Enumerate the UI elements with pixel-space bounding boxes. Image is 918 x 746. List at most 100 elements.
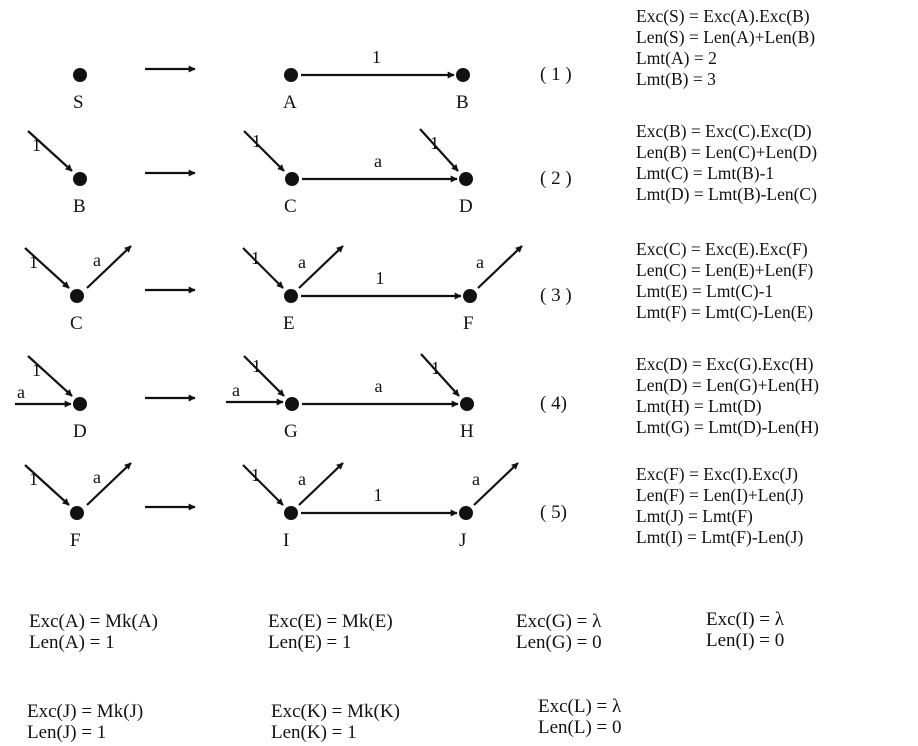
equation-line: Lmt(B) = 3 [636, 69, 716, 89]
rhs-left-side-label: a [232, 380, 240, 400]
lhs-incoming-edge [27, 355, 73, 397]
equation-line: Lmt(C) = Lmt(B)-1 [636, 163, 774, 183]
equation-line: Lmt(J) = Lmt(F) [636, 506, 753, 526]
rhs-right-label: D [459, 196, 473, 217]
base-case-line: Exc(A) = Mk(A) [29, 611, 158, 632]
rhs-right-label: H [460, 421, 474, 442]
rule-5: F 1 a I 1 a 1 Ja ( 5) [24, 462, 567, 551]
lhs-node [70, 289, 84, 303]
rhs-left-label: G [284, 421, 298, 442]
lhs-incoming-label: 1 [29, 252, 38, 272]
equation-line: Lmt(A) = 2 [636, 48, 717, 68]
base-case-line: Exc(L) = λ [538, 696, 622, 717]
rhs-right-label: B [456, 92, 469, 113]
rhs-right-node [459, 506, 473, 520]
equation-line: Len(S) = Len(A)+Len(B) [636, 27, 815, 47]
equation-line: Len(C) = Len(E)+Len(F) [636, 260, 813, 280]
base-case-line: Exc(K) = Mk(K) [271, 701, 400, 722]
equation-line: Exc(C) = Exc(E).Exc(F) [636, 239, 808, 259]
lhs-outgoing-edge [86, 462, 132, 506]
rhs-left-label: I [283, 530, 289, 551]
rhs-right-label: J [459, 530, 466, 551]
lhs-incoming-label: 1 [32, 360, 41, 380]
equation-line: Exc(F) = Exc(I).Exc(J) [636, 464, 798, 484]
rhs-connecting-label: 1 [374, 485, 383, 505]
rhs-right-incoming-label: 1 [430, 133, 439, 153]
rhs-left-outgoing-edge [298, 462, 344, 506]
base-case-line: Len(E) = 1 [268, 632, 352, 653]
equation-line: Len(B) = Len(C)+Len(D) [636, 142, 817, 162]
lhs-outgoing-label: a [93, 250, 101, 270]
equation-line: Exc(B) = Exc(C).Exc(D) [636, 121, 812, 141]
base-case-1: Exc(A) = Mk(A)Len(A) = 1 [29, 611, 158, 653]
lhs-incoming-label: 1 [29, 469, 38, 489]
rhs-right-node [463, 289, 477, 303]
rhs-right-incoming-edge [420, 353, 460, 397]
rhs-left-node [284, 68, 298, 82]
rhs-left-outgoing-edge [298, 245, 344, 289]
equation-block-4: Exc(D) = Exc(G).Exc(H)Len(D) = Len(G)+Le… [636, 354, 819, 437]
base-case-6: Exc(K) = Mk(K)Len(K) = 1 [271, 701, 400, 743]
lhs-node-label: F [70, 530, 81, 551]
rhs-right-incoming-edge [419, 128, 459, 172]
rhs-right-incoming-label: 1 [431, 358, 440, 378]
rhs-left-label: A [283, 92, 297, 113]
rhs-right-label: F [463, 313, 474, 334]
equation-line: Lmt(G) = Lmt(D)-Len(H) [636, 417, 819, 437]
lhs-side-label: a [17, 382, 25, 402]
lhs-node [70, 506, 84, 520]
rhs-right-node [456, 68, 470, 82]
base-case-line: Len(J) = 1 [27, 722, 106, 743]
rhs-left-incoming-label: 1 [252, 131, 261, 151]
rhs-connecting-label: 1 [372, 47, 381, 67]
rhs-right-node [459, 172, 473, 186]
rhs-connecting-label: a [375, 376, 383, 396]
rhs-left-outgoing-label: a [298, 252, 306, 272]
lhs-incoming-edge [27, 130, 73, 172]
rhs-right-node [460, 397, 474, 411]
base-case-2: Exc(E) = Mk(E)Len(E) = 1 [268, 611, 393, 653]
rule-number: ( 2 ) [540, 168, 572, 189]
rule-1: S A 1 B ( 1 ) [73, 47, 572, 113]
base-case-line: Len(L) = 0 [538, 717, 622, 738]
base-case-line: Len(G) = 0 [516, 632, 602, 653]
base-case-5: Exc(J) = Mk(J)Len(J) = 1 [27, 701, 143, 743]
rhs-connecting-label: 1 [376, 268, 385, 288]
equation-line: Lmt(H) = Lmt(D) [636, 396, 762, 416]
rhs-left-node [284, 289, 298, 303]
equation-line: Exc(D) = Exc(G).Exc(H) [636, 354, 814, 374]
rhs-left-label: C [284, 196, 297, 217]
rhs-left-outgoing-label: a [298, 469, 306, 489]
lhs-incoming-edge [24, 247, 70, 289]
rhs-left-incoming-edge [243, 130, 285, 172]
rhs-left-node [284, 506, 298, 520]
rhs-right-outgoing-edge [477, 245, 523, 289]
equation-line: Len(D) = Len(G)+Len(H) [636, 375, 819, 395]
rule-number: ( 1 ) [540, 64, 572, 85]
base-case-line: Exc(I) = λ [706, 609, 785, 630]
equation-line: Lmt(E) = Lmt(C)-1 [636, 281, 773, 301]
lhs-node [73, 172, 87, 186]
equation-block-3: Exc(C) = Exc(E).Exc(F)Len(C) = Len(E)+Le… [636, 239, 813, 322]
rule-2: B 1 C 1 a D 1 ( 2 ) [27, 128, 572, 217]
rhs-left-incoming-edge [242, 247, 284, 289]
base-case-line: Exc(G) = λ [516, 611, 602, 632]
rhs-right-outgoing-label: a [472, 469, 480, 489]
lhs-node-label: S [73, 92, 84, 113]
lhs-node [73, 397, 87, 411]
rhs-left-incoming-label: 1 [251, 465, 260, 485]
equation-line: Exc(S) = Exc(A).Exc(B) [636, 6, 810, 26]
lhs-outgoing-label: a [93, 467, 101, 487]
base-case-line: Exc(J) = Mk(J) [27, 701, 143, 722]
lhs-incoming-edge [24, 464, 70, 506]
rhs-left-incoming-label: 1 [252, 356, 261, 376]
base-case-line: Len(I) = 0 [706, 630, 784, 651]
equation-block-5: Exc(F) = Exc(I).Exc(J)Len(F) = Len(I)+Le… [636, 464, 804, 547]
equation-line: Lmt(F) = Lmt(C)-Len(E) [636, 302, 813, 322]
rule-3: C 1 a E 1 a 1 Fa ( 3 ) [24, 245, 572, 334]
